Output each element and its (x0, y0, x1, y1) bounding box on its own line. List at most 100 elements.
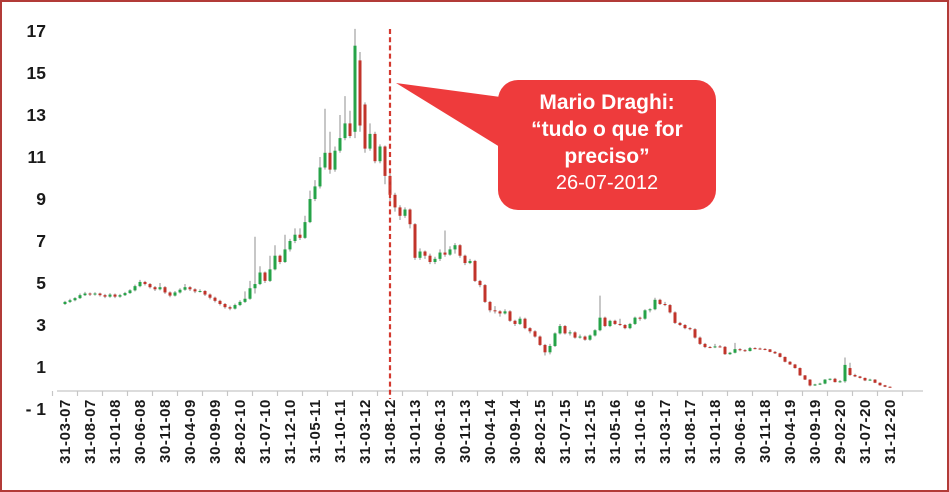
candle-body (398, 207, 402, 216)
candle-body (378, 146, 382, 162)
x-tick-label: 31-07-20 (857, 399, 874, 464)
x-tick-label: 30-09-14 (507, 399, 524, 464)
candle-body (793, 364, 797, 369)
candle-body (708, 347, 712, 349)
candle-body (528, 328, 532, 332)
candle-body (128, 290, 132, 294)
candle-body (318, 167, 322, 187)
candle-body (863, 377, 867, 381)
candle-body (633, 317, 637, 324)
candle-body (693, 329, 697, 338)
x-tick-label: 31-03-17 (657, 399, 674, 464)
candle-body (578, 336, 582, 338)
candle-body (508, 311, 512, 321)
x-tick-label: 31-10-11 (332, 399, 349, 463)
candle-body (803, 375, 807, 380)
candle-body (748, 348, 752, 352)
x-tick-label: 30-09-09 (207, 399, 224, 464)
candle-body (423, 251, 427, 256)
candle-body (203, 290, 207, 295)
candle-body (443, 252, 447, 255)
candle-body (858, 376, 862, 378)
candle-body (583, 336, 587, 340)
x-tick-label: 30-09-19 (807, 399, 824, 464)
x-tick-label: 31-12-15 (582, 399, 599, 464)
x-tick-label: 31-10-16 (632, 399, 649, 464)
candle-body (483, 285, 487, 302)
x-tick-label: 28-02-15 (532, 399, 549, 464)
candle-body (288, 241, 292, 250)
candle-body (153, 287, 157, 290)
candle-body (73, 298, 77, 301)
x-tick-label: 30-04-09 (182, 399, 199, 464)
candle-body (173, 292, 177, 296)
candle-body (418, 251, 422, 258)
candle-body (538, 336, 542, 345)
candle-body (668, 305, 672, 313)
candle-body (368, 133, 372, 149)
candle-body (468, 260, 472, 264)
candle-body (563, 326, 567, 334)
candle-body (703, 343, 707, 348)
x-tick-label: 31-01-13 (407, 399, 424, 464)
candle-body (223, 304, 227, 308)
candle-body (678, 322, 682, 325)
candle-body (473, 260, 477, 281)
candle-body (263, 272, 267, 281)
candle-body (883, 385, 887, 387)
candle-body (673, 312, 677, 323)
x-tick-label: 30-04-19 (782, 399, 799, 464)
candle-body (783, 356, 787, 362)
x-tick-label: 31-03-12 (357, 399, 374, 464)
y-tick-label: 7 (36, 231, 46, 251)
candle-body (603, 317, 607, 327)
candle-body (348, 123, 352, 136)
candle-body (118, 295, 122, 297)
candle-body (403, 209, 407, 216)
y-tick-label: 13 (27, 105, 47, 125)
x-tick-label: 30-11-18 (757, 399, 774, 463)
y-tick-label: 1 (36, 357, 46, 377)
candle-body (518, 318, 522, 324)
candle-body (548, 346, 552, 353)
candle-body (778, 353, 782, 357)
x-tick-label: 31-07-10 (257, 399, 274, 464)
candle-body (338, 138, 342, 151)
candle-body (763, 348, 767, 350)
candle-body (188, 287, 192, 290)
candle-body (113, 294, 117, 297)
candle-body (558, 326, 562, 334)
y-tick-label: 9 (36, 189, 46, 209)
candle-body (658, 299, 662, 304)
candle-body (253, 284, 257, 289)
candle-body (768, 349, 772, 352)
candle-body (328, 152, 332, 170)
candle-body (503, 311, 507, 314)
candle-body (393, 194, 397, 208)
candle-body (148, 284, 152, 288)
x-tick-label: 31-08-12 (382, 399, 399, 464)
candle-body (143, 281, 147, 285)
y-tick-label: 17 (27, 21, 46, 41)
candle-body (293, 234, 297, 241)
candle-body (213, 297, 217, 301)
candle-body (728, 352, 732, 355)
candle-body (428, 255, 432, 262)
candle-body (543, 344, 547, 353)
candle-body (408, 209, 412, 225)
candle-body (158, 287, 162, 290)
candle-body (643, 310, 647, 319)
candle-body (353, 45, 357, 132)
candle-body (598, 317, 602, 331)
candle-body (608, 320, 612, 327)
y-tick-label: 3 (36, 315, 46, 335)
candle-body (198, 290, 202, 292)
x-tick-label: 31-05-16 (607, 399, 624, 464)
candle-body (743, 350, 747, 352)
candle-body (308, 199, 312, 223)
candle-body (853, 374, 857, 377)
candle-body (453, 245, 457, 250)
candle-body (273, 255, 277, 270)
candle-body (593, 330, 597, 336)
